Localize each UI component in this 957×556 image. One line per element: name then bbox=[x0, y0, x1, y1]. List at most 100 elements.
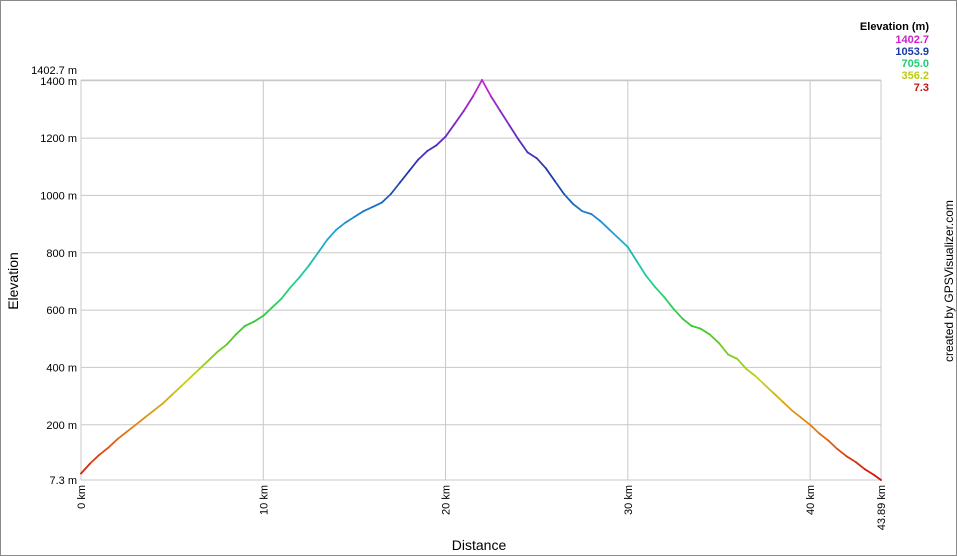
elevation-point bbox=[462, 110, 465, 112]
elevation-point bbox=[544, 167, 547, 170]
elevation-point bbox=[189, 376, 192, 379]
elevation-point bbox=[371, 206, 374, 208]
elevation-point bbox=[472, 95, 474, 98]
elevation-point bbox=[207, 359, 210, 362]
elevation-point bbox=[827, 439, 830, 442]
elevation-point bbox=[608, 228, 611, 231]
elevation-point bbox=[781, 400, 784, 403]
legend-entry: 705.0 bbox=[901, 58, 929, 70]
elevation-point bbox=[708, 333, 711, 336]
elevation-point bbox=[225, 343, 228, 346]
elevation-line-segment bbox=[800, 416, 811, 426]
elevation-line-segment bbox=[162, 393, 174, 405]
elevation-point bbox=[554, 180, 556, 183]
legend-entry: 7.3 bbox=[914, 82, 929, 94]
elevation-point bbox=[271, 306, 274, 309]
elevation-point bbox=[490, 95, 492, 98]
elevation-line-segment bbox=[599, 220, 611, 231]
elevation-point bbox=[435, 144, 438, 147]
elevation-line-segment bbox=[654, 286, 666, 299]
elevation-point bbox=[98, 454, 101, 456]
elevation-point bbox=[289, 286, 292, 289]
elevation-line-segment bbox=[271, 297, 283, 309]
elevation-line-segment bbox=[198, 359, 210, 370]
elevation-line-segment bbox=[116, 430, 128, 441]
elevation-point bbox=[763, 383, 766, 386]
elevation-line-segment bbox=[763, 383, 775, 395]
elevation-line-segment bbox=[863, 468, 875, 476]
elevation-line-segment bbox=[617, 237, 629, 248]
elevation-line-segment bbox=[508, 124, 520, 141]
elevation-point bbox=[772, 392, 775, 395]
x-tick-label: 30 km bbox=[623, 485, 635, 515]
elevation-line-segment bbox=[781, 400, 793, 412]
y-tick-label: 800 m bbox=[46, 248, 77, 260]
elevation-point bbox=[818, 432, 821, 435]
elevation-point bbox=[854, 461, 857, 463]
elevation-line-segment bbox=[134, 416, 146, 426]
elevation-point bbox=[235, 333, 237, 336]
elevation-point bbox=[198, 368, 201, 370]
y-tick-label: 1402.7 m bbox=[31, 65, 77, 77]
elevation-point bbox=[645, 274, 647, 277]
elevation-line-segment bbox=[234, 324, 246, 336]
elevation-point bbox=[344, 221, 347, 224]
elevation-line-segment bbox=[563, 193, 574, 205]
elevation-point bbox=[399, 181, 401, 184]
elevation-line-segment bbox=[89, 453, 101, 465]
elevation-point bbox=[672, 307, 675, 310]
elevation-point bbox=[153, 409, 155, 412]
elevation-line-segment bbox=[791, 409, 802, 419]
elevation-line-segment bbox=[189, 367, 201, 379]
elevation-line-segment bbox=[317, 238, 329, 254]
elevation-point bbox=[180, 385, 183, 387]
elevation-line-segment bbox=[672, 307, 684, 320]
elevation-point bbox=[845, 455, 848, 458]
x-tick-label: 40 km bbox=[805, 485, 817, 515]
elevation-point bbox=[526, 151, 529, 154]
elevation-point bbox=[736, 357, 739, 360]
elevation-point bbox=[508, 124, 511, 127]
elevation-line-segment bbox=[535, 157, 547, 170]
elevation-line-segment bbox=[307, 251, 319, 267]
elevation-line-segment bbox=[152, 402, 164, 412]
elevation-point bbox=[809, 423, 811, 426]
elevation-line-segment bbox=[544, 167, 556, 183]
elevation-point bbox=[599, 220, 602, 223]
elevation-line-segment bbox=[736, 357, 748, 370]
elevation-line-segment bbox=[645, 274, 657, 289]
elevation-line-segment bbox=[727, 353, 739, 360]
elevation-line-segment bbox=[845, 455, 857, 463]
elevation-line-segment bbox=[399, 170, 411, 184]
elevation-point bbox=[727, 353, 729, 356]
elevation-line-segment bbox=[326, 228, 338, 241]
elevation-line-segment bbox=[453, 110, 465, 125]
elevation-point bbox=[791, 409, 793, 412]
elevation-line-segment bbox=[636, 260, 647, 277]
elevation-point bbox=[754, 375, 757, 377]
legend-title: Elevation (m) bbox=[860, 21, 929, 33]
elevation-line-segment bbox=[809, 423, 821, 435]
elevation-line-segment bbox=[581, 210, 593, 216]
elevation-line-segment bbox=[471, 79, 483, 98]
elevation-line-segment bbox=[207, 350, 219, 362]
elevation-point bbox=[499, 110, 502, 112]
elevation-point bbox=[681, 317, 684, 320]
elevation-line-segment bbox=[572, 203, 584, 213]
elevation-point bbox=[280, 297, 283, 300]
elevation-point bbox=[335, 228, 338, 231]
elevation-line-segment bbox=[225, 333, 237, 346]
elevation-point bbox=[690, 325, 693, 327]
elevation-point bbox=[171, 393, 174, 396]
elevation-line-segment bbox=[745, 367, 757, 377]
legend-entry: 356.2 bbox=[901, 70, 929, 82]
legend-entry: 1402.7 bbox=[895, 34, 929, 46]
elevation-line-segment bbox=[499, 110, 511, 127]
elevation-line-segment bbox=[262, 306, 274, 317]
elevation-line-segment bbox=[517, 138, 529, 154]
x-tick-label: 43.89 km bbox=[876, 485, 888, 530]
elevation-line-segment bbox=[362, 205, 374, 213]
elevation-line-segment bbox=[371, 201, 383, 208]
